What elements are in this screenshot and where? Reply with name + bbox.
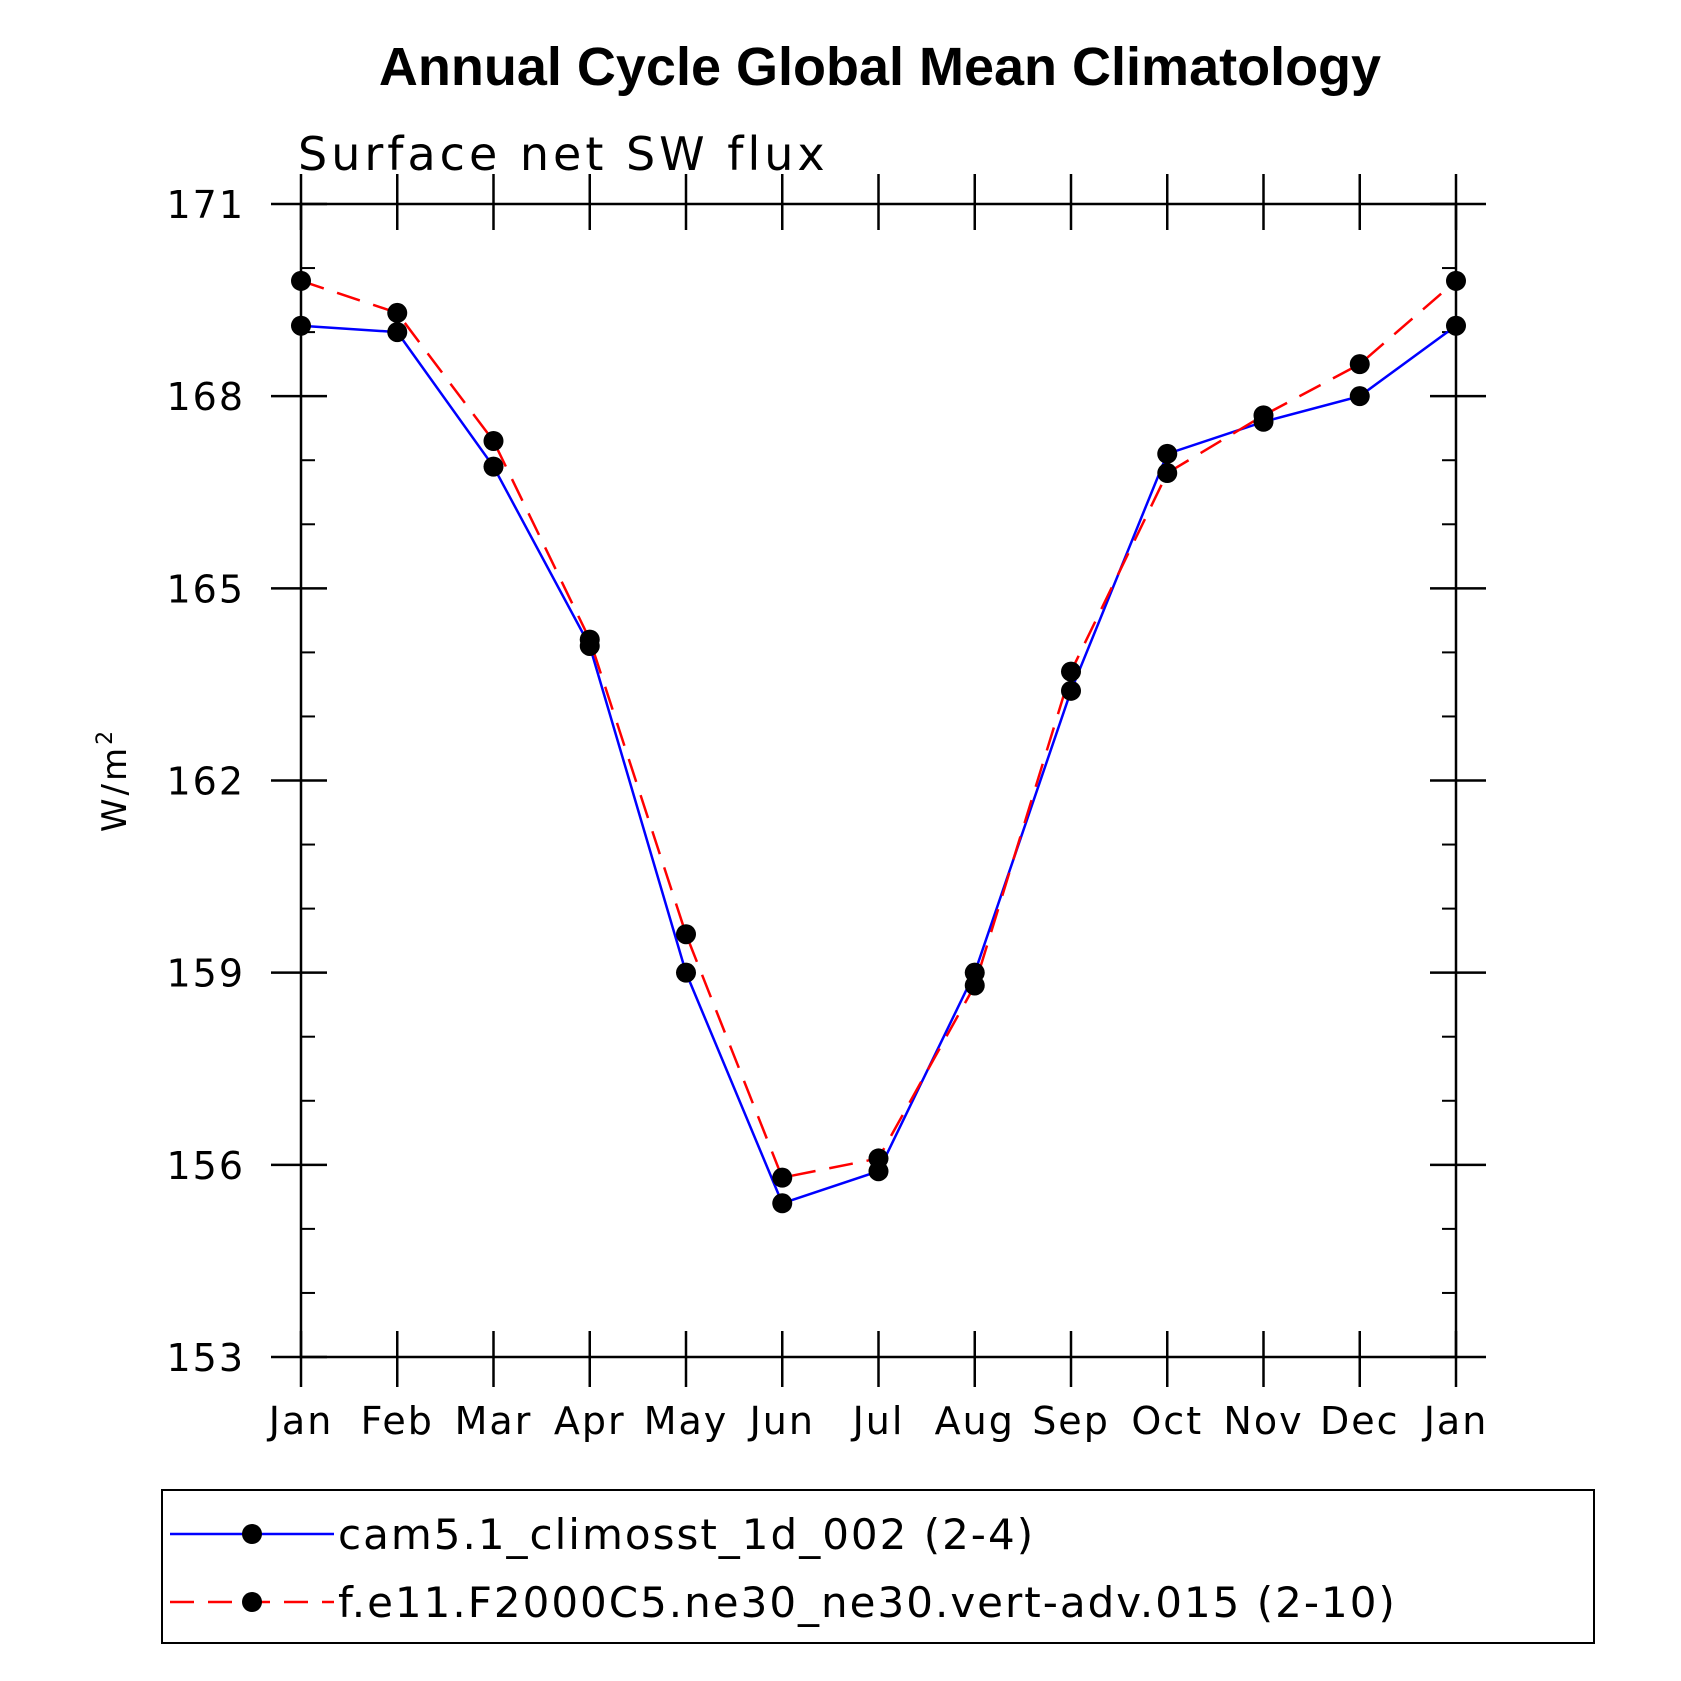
data-point-s0-2 (483, 456, 504, 477)
y-tick-label-0: 153 (166, 1336, 245, 1380)
y-tick-label-3: 162 (166, 760, 245, 804)
chart-title: Annual Cycle Global Mean Climatology (379, 37, 1381, 97)
data-point-s1-7 (964, 975, 985, 996)
x-tick-label-1: Feb (361, 1399, 434, 1443)
x-tick-label-11: Dec (1320, 1399, 1400, 1443)
y-tick-label-2: 159 (166, 952, 245, 996)
x-tick-label-10: Nov (1223, 1399, 1303, 1443)
x-tick-label-4: May (644, 1399, 729, 1443)
series-markers (291, 270, 1466, 1214)
data-point-s1-6 (868, 1148, 889, 1169)
data-point-s0-8 (1061, 680, 1081, 701)
x-tick-labels: Jan Feb Mar Apr May Jun Jul Aug Sep Oct Nov Dec Jan (267, 1399, 1489, 1443)
data-point-s0-12 (1446, 315, 1466, 336)
plot-frame (299, 202, 1458, 1359)
x-tick-label-0: Jan (267, 1399, 334, 1443)
y-tick-label-6: 171 (166, 183, 245, 227)
x-tick-label-9: Oct (1131, 1399, 1203, 1443)
legend-label-series-0: cam5.1_climosst_1d_002 (2-4) (338, 1510, 1035, 1559)
y-axis-label-superscript: 2 (93, 728, 118, 745)
y-tick-label-5: 168 (166, 375, 245, 419)
data-point-s1-10 (1253, 405, 1274, 426)
x-tick-label-5: Jun (748, 1399, 815, 1443)
data-point-s1-11 (1349, 354, 1370, 375)
x-tick-label-3: Apr (554, 1399, 626, 1443)
data-point-s0-11 (1349, 386, 1370, 407)
series-line-0 (300, 324, 1457, 1205)
y-axis-label: W/m2 (93, 728, 135, 832)
legend-label-series-1: f.e11.F2000C5.ne30_ne30.vert-adv.015 (2-… (338, 1578, 1397, 1627)
data-point-s1-12 (1446, 270, 1466, 291)
y-axis-label-base: W/m (95, 745, 135, 832)
data-point-s1-8 (1061, 661, 1081, 682)
chart-subtitle: Surface net SW flux (298, 127, 829, 181)
x-tick-label-2: Mar (455, 1399, 533, 1443)
legend-marker-series-0 (242, 1524, 262, 1544)
data-point-s1-1 (387, 302, 408, 323)
x-tick-label-12: Jan (1422, 1399, 1489, 1443)
data-point-s0-9 (1157, 443, 1178, 464)
legend: cam5.1_climosst_1d_002 (2-4) f.e11.F2000… (161, 1489, 1595, 1644)
data-point-s1-5 (772, 1167, 793, 1188)
series-lines (300, 279, 1457, 1205)
data-point-s0-5 (772, 1193, 793, 1214)
axis-ticks (271, 174, 1486, 1387)
data-point-s0-0 (291, 315, 311, 336)
data-point-s1-2 (483, 431, 504, 452)
legend-box (161, 1489, 1595, 1644)
data-point-s1-9 (1157, 463, 1178, 484)
data-point-s1-3 (579, 629, 600, 650)
data-point-s1-0 (291, 270, 311, 291)
data-point-s0-1 (387, 322, 408, 343)
x-tick-label-6: Jul (851, 1399, 905, 1443)
legend-marker-series-1 (242, 1592, 262, 1612)
y-tick-label-4: 165 (166, 567, 245, 611)
data-point-s1-4 (676, 924, 696, 945)
data-point-s0-4 (676, 962, 696, 983)
y-tick-label-1: 156 (166, 1144, 245, 1188)
y-tick-labels: 153 156 159 162 165 168 171 (166, 183, 245, 1380)
x-tick-label-7: Aug (935, 1399, 1015, 1443)
x-tick-label-8: Sep (1032, 1399, 1110, 1443)
